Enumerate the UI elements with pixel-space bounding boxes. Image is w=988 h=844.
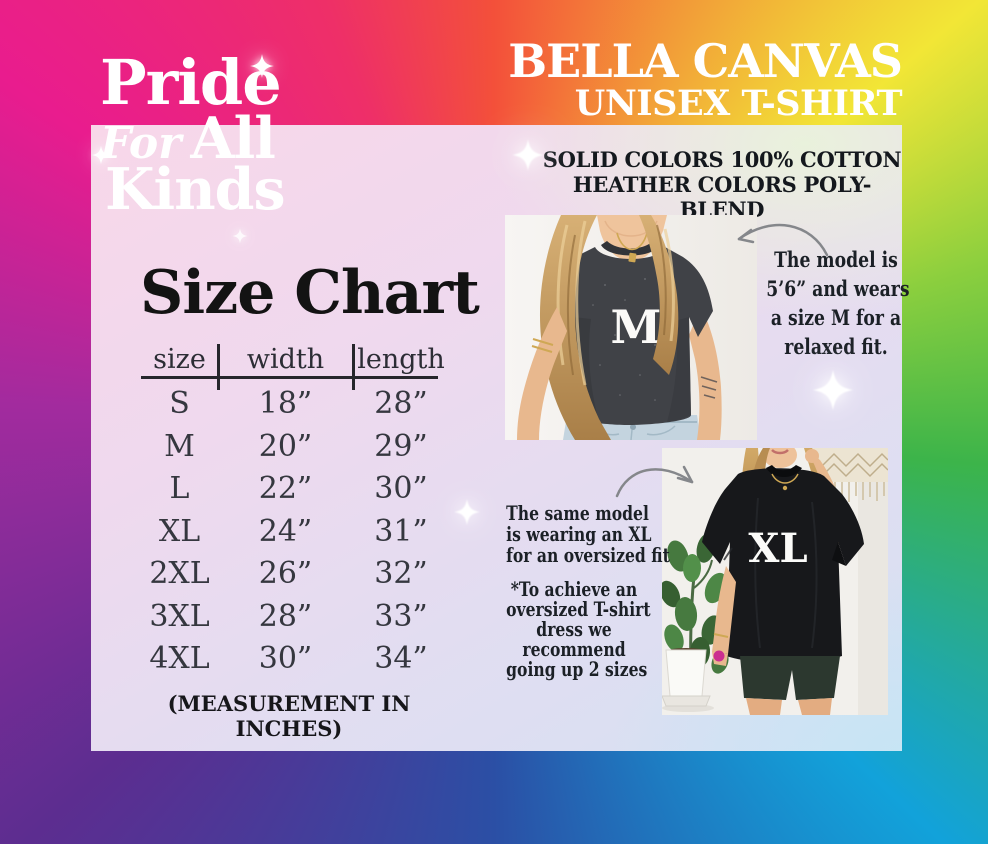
table-cell: 30” bbox=[258, 641, 313, 677]
table-cell: 28” bbox=[374, 386, 428, 422]
material-line-2: HEATHER COLORS POLY-BLEND bbox=[572, 172, 872, 222]
table-cell: S bbox=[169, 386, 190, 422]
product-title: BELLA CANVAS UNISEX T-SHIRT bbox=[508, 34, 903, 124]
relaxed-fit-note: The model is 5’6” and wears a size M for… bbox=[766, 247, 910, 359]
col-header-size: size bbox=[153, 343, 206, 375]
table-cell: 24” bbox=[258, 513, 313, 549]
table-cell: XL bbox=[158, 513, 201, 549]
brand-logo: Pride For All Kinds bbox=[100, 46, 286, 223]
col-header-width: width bbox=[246, 343, 325, 375]
table-cell: 2XL bbox=[149, 556, 210, 592]
table-cell: 32” bbox=[374, 556, 428, 592]
table-cell: 33” bbox=[374, 598, 428, 634]
sparkle-icon bbox=[511, 138, 545, 172]
sparkle-icon bbox=[811, 368, 855, 412]
table-cell: 18” bbox=[258, 386, 313, 422]
arrow-to-relaxed-photo bbox=[733, 217, 833, 263]
product-type: UNISEX T-SHIRT bbox=[574, 83, 903, 124]
sparkle-icon bbox=[91, 145, 111, 165]
shirt-size-label-xl: XL bbox=[748, 525, 807, 572]
oversized-tip-note: *To achieve an oversized T-shirt dress w… bbox=[506, 577, 651, 681]
size-chart-title: Size Chart bbox=[140, 258, 480, 328]
logo-line-kinds: Kinds bbox=[105, 156, 286, 223]
table-cell: 29” bbox=[374, 428, 428, 464]
oversized-fit-note: The same model is wearing an XL for an o… bbox=[506, 501, 670, 567]
sparkle-icon bbox=[249, 53, 275, 79]
logo-line-pride: Pride bbox=[100, 46, 282, 119]
table-cell: 28” bbox=[258, 598, 313, 634]
table-cell: M bbox=[164, 428, 195, 464]
sparkle-icon bbox=[453, 498, 481, 526]
measurement-note: (MEASUREMENT IN INCHES) bbox=[167, 691, 411, 741]
model-photo-relaxed: M bbox=[505, 215, 757, 440]
logo-line-all: All bbox=[190, 105, 276, 172]
model-photo-relaxed-illustration: M bbox=[505, 215, 757, 440]
table-divider bbox=[217, 344, 220, 390]
table-cell: 20” bbox=[258, 428, 313, 464]
logo-line-for: For bbox=[100, 118, 182, 169]
size-table: size width length S 18” 28” M 20” 29” L … bbox=[141, 340, 449, 680]
model-photo-oversized-illustration: XL bbox=[662, 448, 888, 715]
table-cell: 31” bbox=[374, 513, 428, 549]
table-cell: 4XL bbox=[149, 641, 210, 677]
table-cell: 3XL bbox=[149, 598, 210, 634]
model-photo-oversized: XL bbox=[662, 448, 888, 715]
arrow-to-oversized-photo bbox=[612, 458, 700, 502]
table-cell: 34” bbox=[374, 641, 428, 677]
table-cell: 30” bbox=[374, 471, 428, 507]
table-cell: 26” bbox=[258, 556, 313, 592]
material-line-1: SOLID COLORS 100% COTTON bbox=[542, 147, 902, 172]
table-header-rule bbox=[141, 376, 438, 379]
brand-name: BELLA CANVAS bbox=[508, 34, 903, 88]
table-cell: 22” bbox=[258, 471, 313, 507]
sparkle-icon bbox=[232, 228, 248, 244]
table-cell: L bbox=[169, 471, 190, 507]
shirt-size-label-m: M bbox=[611, 300, 662, 354]
table-divider bbox=[352, 344, 355, 390]
col-header-length: length bbox=[357, 343, 445, 375]
material-info: SOLID COLORS 100% COTTON HEATHER COLORS … bbox=[532, 147, 912, 222]
